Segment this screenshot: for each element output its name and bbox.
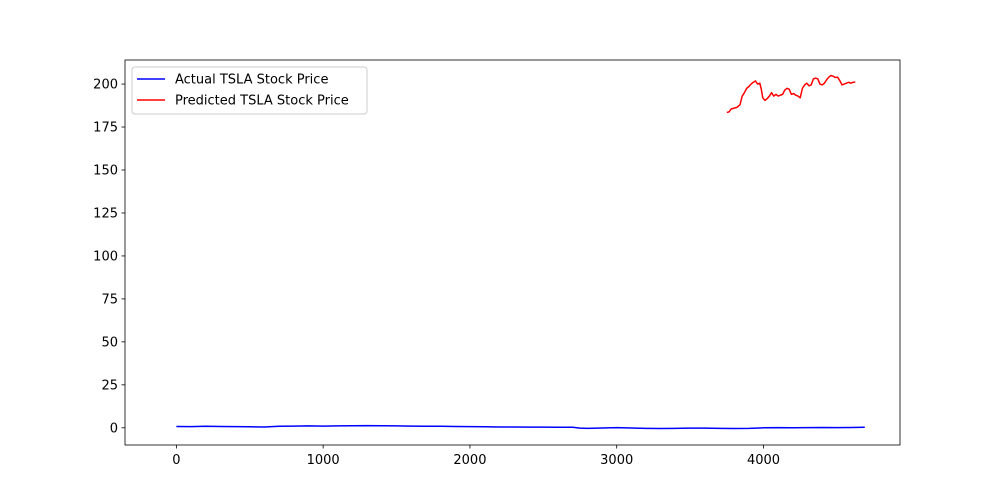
y-tick-label: 100 (93, 249, 118, 264)
series-line-predicted (726, 74, 856, 114)
x-tick-label: 3000 (600, 453, 633, 468)
y-tick-label: 175 (93, 121, 118, 136)
y-tick-label: 200 (93, 78, 118, 93)
plot-area (176, 74, 865, 430)
axis-ticks: 0 1000 2000 3000 4000 0 25 50 75 100 125 150 175 200 (93, 78, 780, 468)
axes-frame (124, 59, 901, 446)
x-tick-label: 0 (172, 453, 180, 468)
legend: Actual TSLA Stock Price Predicted TSLA St… (131, 66, 368, 115)
series-line-actual (176, 424, 865, 430)
legend-label-predicted: Predicted TSLA Stock Price (175, 94, 349, 109)
x-tick-label: 4000 (747, 453, 780, 468)
y-tick-label: 0 (110, 421, 118, 436)
y-tick-label: 25 (101, 378, 118, 393)
y-tick-label: 75 (101, 292, 118, 307)
x-tick-label: 2000 (453, 453, 486, 468)
y-tick-label: 125 (93, 206, 118, 221)
x-tick-label: 1000 (307, 453, 340, 468)
y-tick-label: 150 (93, 164, 118, 179)
legend-label-actual: Actual TSLA Stock Price (175, 73, 328, 88)
y-tick-label: 50 (101, 335, 118, 350)
legend-box (131, 66, 368, 115)
